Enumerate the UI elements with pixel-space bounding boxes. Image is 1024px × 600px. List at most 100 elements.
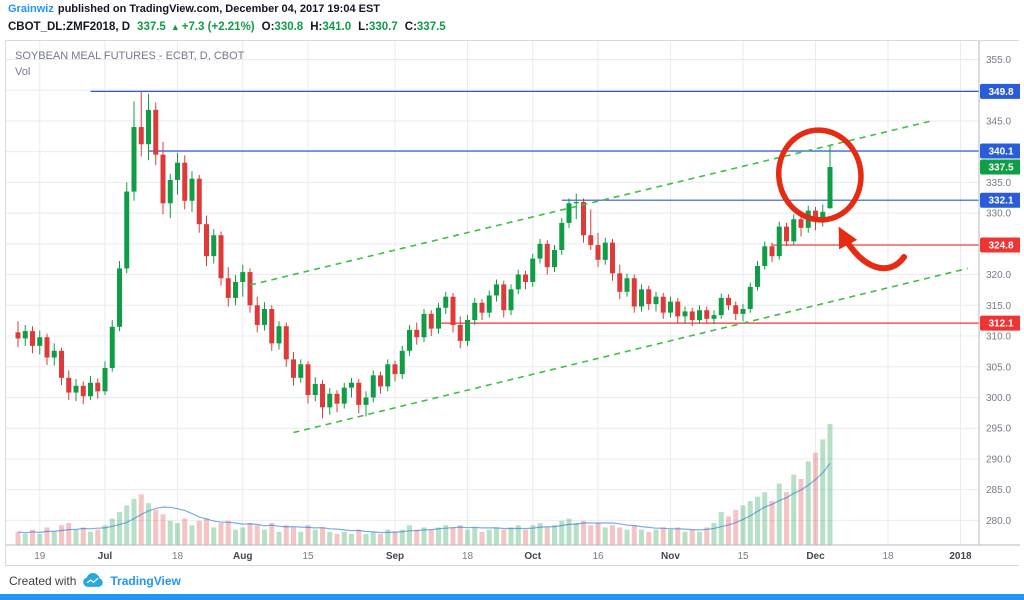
candle-body [617,273,623,292]
candle-body [537,243,543,259]
price-level-badge [980,83,1020,99]
candle-body [175,162,180,180]
volume-bar [349,534,354,545]
candle-body [581,202,586,236]
candle-body [44,337,50,358]
candle-body [182,162,188,201]
volume-bar [544,527,550,545]
candle-body [160,154,166,204]
candle-body [465,320,470,341]
candle-body [385,364,391,387]
candle-body [95,382,101,392]
volume-bar [320,527,325,545]
svg-text:Dec: Dec [806,551,825,562]
volume-bar [247,523,253,545]
candle-body [501,284,507,311]
candle-body [254,305,260,325]
candle-body [225,278,231,298]
candle-body [117,268,122,327]
high-label: H: [310,21,323,33]
volume-bar [30,529,35,545]
volume-bar [704,527,710,545]
candle-body [776,226,782,257]
volume-bar [66,523,72,545]
svg-text:2018: 2018 [949,551,972,562]
volume-bar [189,525,195,545]
attribution-text: published on TradingView.com, December 0… [57,2,381,15]
close-readout: C: 337.5 [405,21,446,33]
author-link[interactable]: Grainwiz [8,2,54,15]
symbol-name[interactable]: CBOT_DL:ZMF2018, D [8,21,131,33]
volume-bar [109,518,115,545]
volume-bar [653,529,659,545]
candle-body [530,258,536,282]
volume-bar [44,527,50,545]
candle-body [515,274,521,290]
volume-bar [755,496,760,545]
volume-bar [798,479,804,545]
candle-body [283,326,289,360]
volume-bar [769,501,775,545]
candle-body [407,329,412,351]
candle-body [573,202,579,204]
volume-bar [392,531,398,545]
high-value: 341.0 [322,21,352,33]
volume-bar [820,439,826,545]
volume-bar [95,529,101,545]
candle-body [327,393,333,408]
candle-body [247,272,253,306]
svg-text:315.0: 315.0 [986,301,1011,312]
volume-bar [443,525,449,545]
candle-body [80,385,86,397]
candle-body [22,331,28,339]
price-chart[interactable]: 280.0 285.0 290.0 295.0 300.0 305.0 310.0 315.0… [6,41,1020,565]
candle-body [559,222,565,250]
candle-body [399,350,405,375]
volume-bar [776,483,782,545]
volume-bar [624,529,630,545]
volume-bar [523,529,528,545]
volume-bar [225,520,231,545]
chart-panel[interactable]: 280.0 285.0 290.0 295.0 300.0 305.0 310.0 315.0… [5,40,1020,566]
arrow-annotation [838,226,907,272]
candle-body [588,235,594,246]
volume-bar [167,520,173,545]
svg-text:16: 16 [592,551,604,562]
candle-body [610,242,615,274]
open-value: 330.8 [274,21,304,33]
volume-bar [356,529,362,545]
candle-body [73,385,79,393]
tradingview-brand-link[interactable]: TradingView [110,573,181,588]
candle-body [784,226,789,242]
candle-body [59,350,64,378]
candle-body [486,295,492,313]
candle-body [457,324,463,341]
close-label: C: [404,21,417,33]
candle-body [689,311,695,321]
candle-body [356,382,362,405]
candle-body [305,364,311,396]
svg-text:305.0: 305.0 [986,362,1011,373]
volume-layer [15,424,833,545]
candle-body [131,127,137,192]
volume-bar [160,514,166,545]
volume-bar [595,523,601,545]
candle-body [704,310,710,319]
candle-body [544,243,550,268]
volume-bar [414,529,420,545]
candle-body [262,308,267,325]
last-price-value: 337.5 [137,21,166,33]
volume-bar [472,527,478,545]
volume-bar [211,527,217,545]
close-value: 337.5 [416,21,446,33]
price-badges-layer: 349.8 340.1 332.1 324.8 312.1 337.5 [980,83,1020,331]
svg-text:18: 18 [172,551,184,562]
volume-bar [196,520,202,545]
candle-body [167,179,173,204]
svg-text:18: 18 [462,551,474,562]
svg-text:349.8: 349.8 [988,87,1013,98]
volume-bar [559,520,565,545]
svg-text:Aug: Aug [233,551,252,562]
candle-body [682,311,688,317]
candle-body [595,245,601,260]
